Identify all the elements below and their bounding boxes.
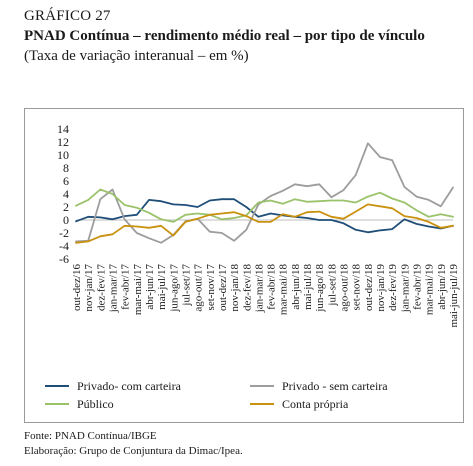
x-axis-tick-labels: out-dez/16 nov-jan/17 dez-fev/17 jan-mar/17… bbox=[71, 264, 460, 328]
figure-label: GRÁFICO 27 bbox=[24, 8, 111, 24]
x-tick-label: set-nov/18 bbox=[351, 264, 363, 311]
y-tick-label: -4 bbox=[59, 239, 69, 253]
y-tick-label: 14 bbox=[57, 122, 69, 136]
chart-subtitle: (Taxa de variação interanual – em %) bbox=[24, 48, 249, 64]
x-tick-label: out-dez/16 bbox=[71, 264, 83, 312]
x-tick-label: fev-abr/18 bbox=[266, 264, 278, 310]
legend-label: Conta própria bbox=[282, 397, 349, 411]
x-tick-label: dez-fev/17 bbox=[95, 264, 107, 312]
y-tick-label: 4 bbox=[63, 187, 69, 201]
x-tick-label: mar-mai/19 bbox=[424, 264, 436, 316]
x-tick-label: ago-out/17 bbox=[193, 264, 205, 312]
x-tick-label: jan-mar/17 bbox=[107, 264, 119, 314]
legend-label: Privado- com carteira bbox=[77, 379, 182, 393]
y-tick-label: 6 bbox=[63, 174, 69, 188]
x-tick-label: fev-abr/17 bbox=[120, 264, 132, 310]
x-tick-label: jun-ago/18 bbox=[314, 264, 326, 313]
y-tick-label: 8 bbox=[63, 161, 69, 175]
x-tick-label: out-dez/18 bbox=[363, 264, 375, 312]
y-tick-label: 10 bbox=[57, 148, 69, 162]
x-tick-label: dez-fev/18 bbox=[241, 264, 253, 312]
x-tick-label: mar-mai/18 bbox=[278, 264, 290, 316]
y-tick-label: -6 bbox=[59, 252, 69, 266]
series-line-1 bbox=[75, 198, 454, 234]
x-tick-label: mai-jul/18 bbox=[302, 264, 314, 310]
x-tick-label: nov-jan/19 bbox=[375, 264, 387, 312]
x-tick-label: set-nov/17 bbox=[205, 264, 217, 311]
x-tick-label: ago-out/18 bbox=[339, 264, 351, 312]
x-tick-label: jul-set/17 bbox=[180, 264, 192, 307]
y-tick-label: -2 bbox=[59, 226, 69, 240]
x-tick-label: abr-jun/18 bbox=[290, 264, 302, 310]
y-tick-label: 12 bbox=[57, 135, 69, 149]
x-tick-label: abr-jun/19 bbox=[436, 264, 448, 310]
series-lines bbox=[75, 142, 454, 244]
x-tick-label: mai-jun-jul/19 bbox=[448, 264, 460, 328]
legend: Privado- com carteira Privado - sem carte… bbox=[45, 379, 388, 411]
chart-title: PNAD Contínua – rendimento médio real – … bbox=[24, 28, 425, 44]
legend-label: Privado - sem carteira bbox=[282, 379, 388, 393]
chart-frame: -6 -4 -2 0 2 4 6 8 10 12 14 out-dez/16 nov-jan/17 de… bbox=[24, 108, 464, 423]
x-tick-label: jan-mar/18 bbox=[253, 264, 265, 314]
y-tick-label: 0 bbox=[63, 213, 69, 227]
series-line-3 bbox=[75, 188, 454, 223]
x-tick-label: mai-jul/17 bbox=[156, 264, 168, 310]
chart-header: GRÁFICO 27 PNAD Contínua – rendimento mé… bbox=[24, 7, 464, 66]
x-tick-label: jun-ago/17 bbox=[168, 264, 180, 313]
x-tick-label: nov-jan/18 bbox=[229, 264, 241, 312]
x-tick-label: fev-abr/19 bbox=[412, 264, 424, 310]
series-line-4 bbox=[75, 203, 454, 244]
x-tick-label: dez-fev/19 bbox=[387, 264, 399, 312]
x-tick-label: mar-mai/17 bbox=[132, 264, 144, 316]
series-line-2 bbox=[75, 142, 454, 244]
y-tick-label: 2 bbox=[63, 200, 69, 214]
x-tick-label: out-dez/17 bbox=[217, 264, 229, 312]
source-note: Fonte: PNAD Contínua/IBGE bbox=[24, 430, 157, 442]
credit-note: Elaboração: Grupo de Conjuntura da Dimac… bbox=[24, 445, 243, 457]
x-tick-label: nov-jan/17 bbox=[83, 264, 95, 312]
chart-footer: Fonte: PNAD Contínua/IBGE Elaboração: Gr… bbox=[24, 429, 464, 459]
x-tick-label: jan-mar/19 bbox=[399, 264, 411, 314]
legend-label: Público bbox=[77, 397, 114, 411]
x-tick-label: abr-jun/17 bbox=[144, 264, 156, 310]
x-tick-label: jul-set/18 bbox=[326, 264, 338, 307]
